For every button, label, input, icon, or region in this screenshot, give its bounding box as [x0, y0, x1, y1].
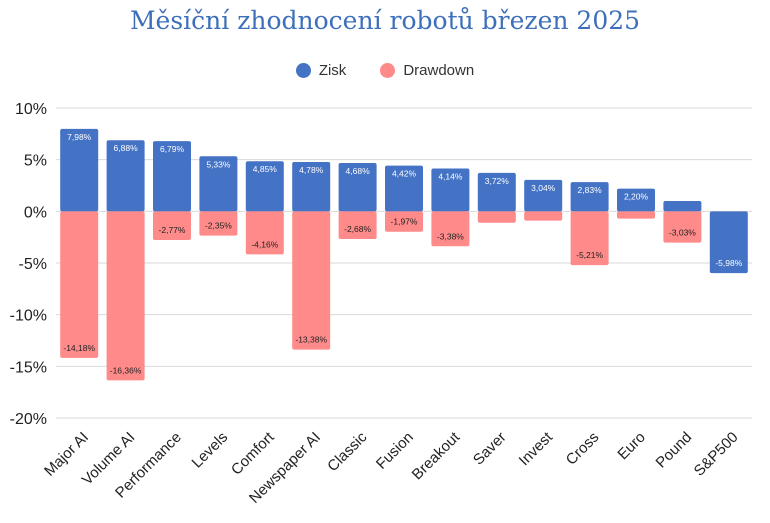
chart-title: Měsíční zhodnocení robotů březen 2025	[129, 6, 641, 35]
data-label: 3,72%	[485, 176, 510, 186]
legend-label-zisk: Zisk	[318, 62, 347, 79]
bar-drawdown	[477, 211, 516, 223]
y-tick-label: -10%	[10, 308, 47, 325]
bar-zisk	[60, 128, 99, 212]
data-label: -3,03%	[669, 228, 696, 238]
x-tick-label: Invest	[516, 428, 557, 469]
bar-drawdown	[60, 211, 99, 358]
data-label: -16,36%	[110, 365, 142, 375]
y-tick-label: 5%	[24, 153, 47, 170]
data-label: -5,98%	[715, 258, 742, 268]
data-label: 2,83%	[578, 185, 603, 195]
legend-item-drawdown: Drawdown	[380, 62, 474, 79]
y-tick-label: -5%	[19, 256, 47, 273]
y-tick-label: -20%	[10, 411, 47, 428]
bar-zisk	[524, 179, 563, 212]
bar-zisk	[199, 156, 238, 212]
x-tick-label: Breakout	[409, 428, 464, 483]
data-label: 3,04%	[531, 183, 556, 193]
legend: Zisk Drawdown	[0, 62, 770, 79]
data-label: 4,68%	[346, 166, 371, 176]
data-label: -13,38%	[295, 335, 327, 345]
data-label: 5,33%	[206, 159, 231, 169]
bar-drawdown	[338, 211, 377, 240]
x-tick-label: Fusion	[373, 429, 417, 473]
data-label: 6,88%	[114, 143, 139, 153]
bar-zisk	[385, 165, 423, 212]
bar-zisk	[570, 182, 609, 212]
bar-zisk	[153, 141, 191, 212]
data-label: -2,77%	[159, 225, 186, 235]
x-tick-label: Cross	[563, 429, 603, 469]
legend-item-zisk: Zisk	[295, 62, 347, 79]
y-tick-label: 10%	[15, 101, 47, 118]
x-tick-label: S&P500	[691, 429, 742, 480]
x-tick-label: Saver	[470, 429, 510, 469]
data-label: 4,14%	[438, 172, 463, 182]
bar-drawdown	[245, 211, 284, 255]
bar-drawdown	[570, 211, 609, 266]
data-label: 7,98%	[67, 132, 92, 142]
bar-drawdown	[617, 211, 655, 219]
data-label: 4,42%	[392, 169, 417, 179]
bar-drawdown	[153, 211, 191, 240]
bar-drawdown	[663, 211, 702, 243]
x-tick-label: Euro	[614, 429, 648, 463]
data-label: -3,38%	[437, 231, 464, 241]
bar-drawdown	[431, 211, 470, 247]
bar-drawdown	[524, 211, 563, 221]
legend-label-drawdown: Drawdown	[403, 62, 475, 79]
data-label: -2,68%	[344, 224, 371, 234]
bar-zisk	[477, 172, 516, 212]
data-label: 2,20%	[624, 192, 649, 202]
data-label: -2,35%	[205, 221, 232, 231]
bar-zisk	[431, 168, 470, 212]
bar-zisk	[709, 211, 748, 274]
bar-drawdown	[106, 211, 145, 381]
bar-zisk	[663, 201, 702, 212]
bar-zisk	[338, 162, 377, 212]
data-label: -14,18%	[63, 343, 95, 353]
legend-swatch-drawdown	[380, 63, 396, 78]
bar-zisk	[106, 140, 145, 212]
bar-zisk	[245, 161, 284, 212]
bar-drawdown	[199, 211, 238, 236]
x-tick-label: Pound	[653, 429, 696, 472]
data-label: 4,78%	[299, 165, 324, 175]
data-label: -4,16%	[251, 239, 278, 249]
data-label: 6,79%	[160, 144, 185, 154]
data-label: -1,97%	[391, 217, 418, 227]
data-label: -5,21%	[576, 250, 603, 260]
bar-zisk	[617, 188, 655, 212]
bar-zisk	[292, 161, 331, 212]
x-tick-label: Levels	[189, 429, 232, 472]
legend-swatch-zisk	[295, 63, 311, 78]
bar-drawdown	[385, 211, 423, 232]
x-tick-label: Classic	[324, 428, 371, 475]
y-tick-label: -15%	[10, 359, 47, 376]
y-tick-label: 0%	[24, 204, 47, 221]
bar-drawdown	[292, 211, 331, 350]
data-label: 4,85%	[253, 164, 278, 174]
